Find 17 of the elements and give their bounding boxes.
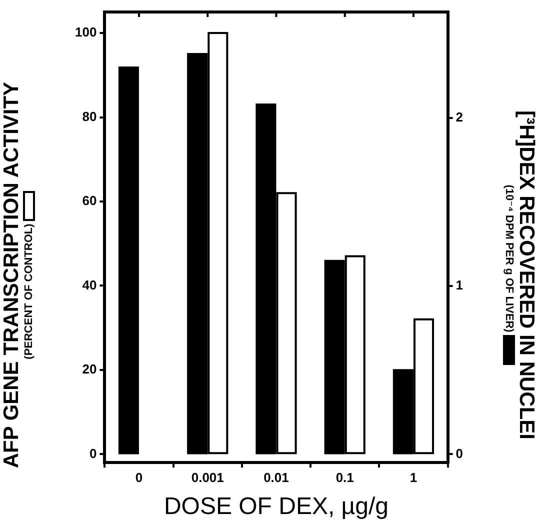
y-axis-title: AFP GENE TRANSCRIPTION ACTIVITY (PERCENT OF CONTROL) [0, 82, 36, 468]
y2-tick-label: 2 [456, 110, 464, 125]
y-tick-label: 0 [89, 446, 97, 461]
y-tick-label: 40 [82, 277, 97, 292]
x-tick-label: 0.1 [336, 470, 354, 485]
y-tick-label: 20 [82, 362, 97, 377]
y2-tick-label: 0 [456, 446, 464, 461]
y-tick-label: 80 [82, 108, 97, 124]
y-tick-label: 60 [82, 193, 97, 208]
y2-tick-label: 1 [456, 278, 464, 293]
x-tick-label: 0.001 [191, 470, 224, 485]
y2-axis-title: [³H]DEX RECOVERED IN NUCLEI (10⁻⁴ DPM PER g OF LIVER) [502, 110, 538, 440]
x-axis-title: DOSE OF DEX, µg/g [164, 493, 389, 520]
y-tick-label: 100 [74, 24, 97, 40]
x-tick-label: 1 [410, 470, 418, 485]
x-tick-label: 0 [135, 470, 143, 485]
x-tick-label: 0.01 [264, 470, 289, 485]
